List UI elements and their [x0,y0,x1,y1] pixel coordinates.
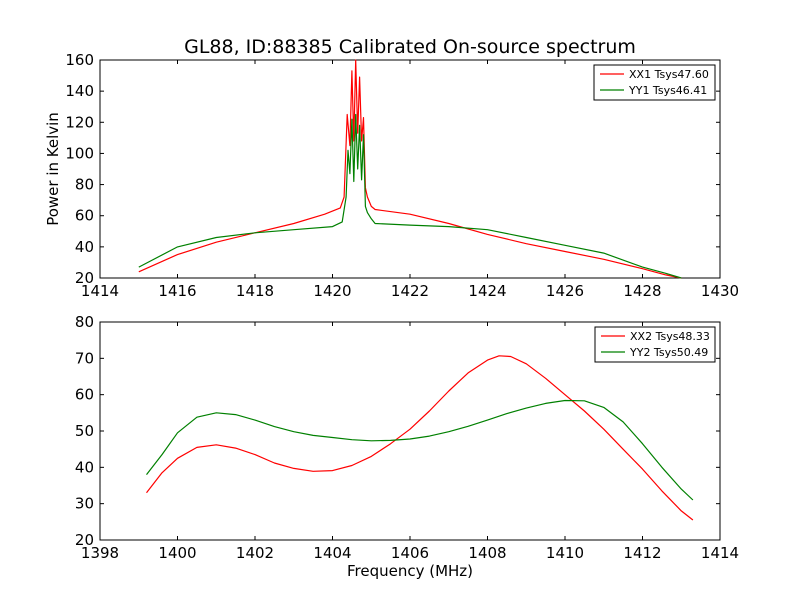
top-series-lines [138,59,682,279]
legend-label-xx2: XX2 Tsys48.33 [630,330,710,343]
top-legend-box [593,64,716,101]
top-chart-panel: GL88, ID:88385 Calibrated On-source spec… [44,36,739,300]
top-x-tick-label: 1418 [236,282,274,300]
top-x-tick-label: 1422 [391,282,429,300]
top-y-tick-label: 40 [75,238,94,256]
x-axis-label: Frequency (MHz) [347,562,473,580]
bottom-y-tick-label: 20 [75,531,94,549]
bottom-x-tick-label: 1398 [81,544,119,562]
top-x-tick-label: 1430 [701,282,739,300]
bottom-x-tick-label: 1410 [546,544,584,562]
bottom-x-tick-label: 1414 [701,544,739,562]
bottom-series-line-green [146,399,694,501]
legend-label-yy2: YY2 Tsys50.49 [629,346,708,359]
top-x-tick-label: 1426 [546,282,584,300]
top-y-axis-label: Power in Kelvin [44,112,62,226]
bottom-chart-panel: 1398 1400 1402 1404 1406 1408 1410 1412 1414 20 30… [75,313,739,580]
bottom-y-tick-label: 70 [75,349,94,367]
top-x-tick-label: 1414 [81,282,119,300]
bottom-legend: XX2 Tsys48.33 YY2 Tsys50.49 [594,326,716,363]
top-y-tick-label: 100 [65,144,94,162]
legend-label-yy1: YY1 Tsys46.41 [628,84,707,97]
bottom-ticks: 1398 1400 1402 1404 1406 1408 1410 1412 1414 20 30… [75,313,739,562]
chart-title: GL88, ID:88385 Calibrated On-source spec… [184,36,636,58]
bottom-x-tick-label: 1406 [391,544,429,562]
bottom-x-tick-label: 1408 [468,544,506,562]
top-y-tick-label: 20 [75,269,94,287]
top-x-tick-label: 1420 [313,282,351,300]
top-y-tick-label: 60 [75,207,94,225]
legend-label-xx1: XX1 Tsys47.60 [629,68,709,81]
top-x-tick-label: 1424 [468,282,506,300]
top-series-line-red [138,59,682,279]
bottom-series-lines [146,355,694,521]
top-series-line-green [138,113,682,279]
bottom-x-tick-label: 1412 [623,544,661,562]
top-legend: XX1 Tsys47.60 YY1 Tsys46.41 [593,64,716,101]
bottom-x-tick-label: 1402 [236,544,274,562]
bottom-x-tick-label: 1400 [158,544,196,562]
bottom-x-tick-label: 1404 [313,544,351,562]
top-y-tick-label: 80 [75,176,94,194]
bottom-legend-box [594,326,716,363]
top-y-tick-label: 160 [65,51,94,69]
top-y-tick-label: 120 [65,113,94,131]
top-x-tick-label: 1428 [623,282,661,300]
bottom-y-tick-label: 30 [75,495,94,513]
bottom-y-tick-label: 60 [75,386,94,404]
bottom-series-line-red [146,355,694,521]
bottom-y-tick-label: 40 [75,458,94,476]
bottom-y-tick-label: 80 [75,313,94,331]
top-x-tick-label: 1416 [158,282,196,300]
bottom-y-tick-label: 50 [75,422,94,440]
top-y-tick-label: 140 [65,82,94,100]
top-ticks: 1414 1416 1418 1420 1422 1424 1426 1428 1430 20 40… [65,51,739,300]
